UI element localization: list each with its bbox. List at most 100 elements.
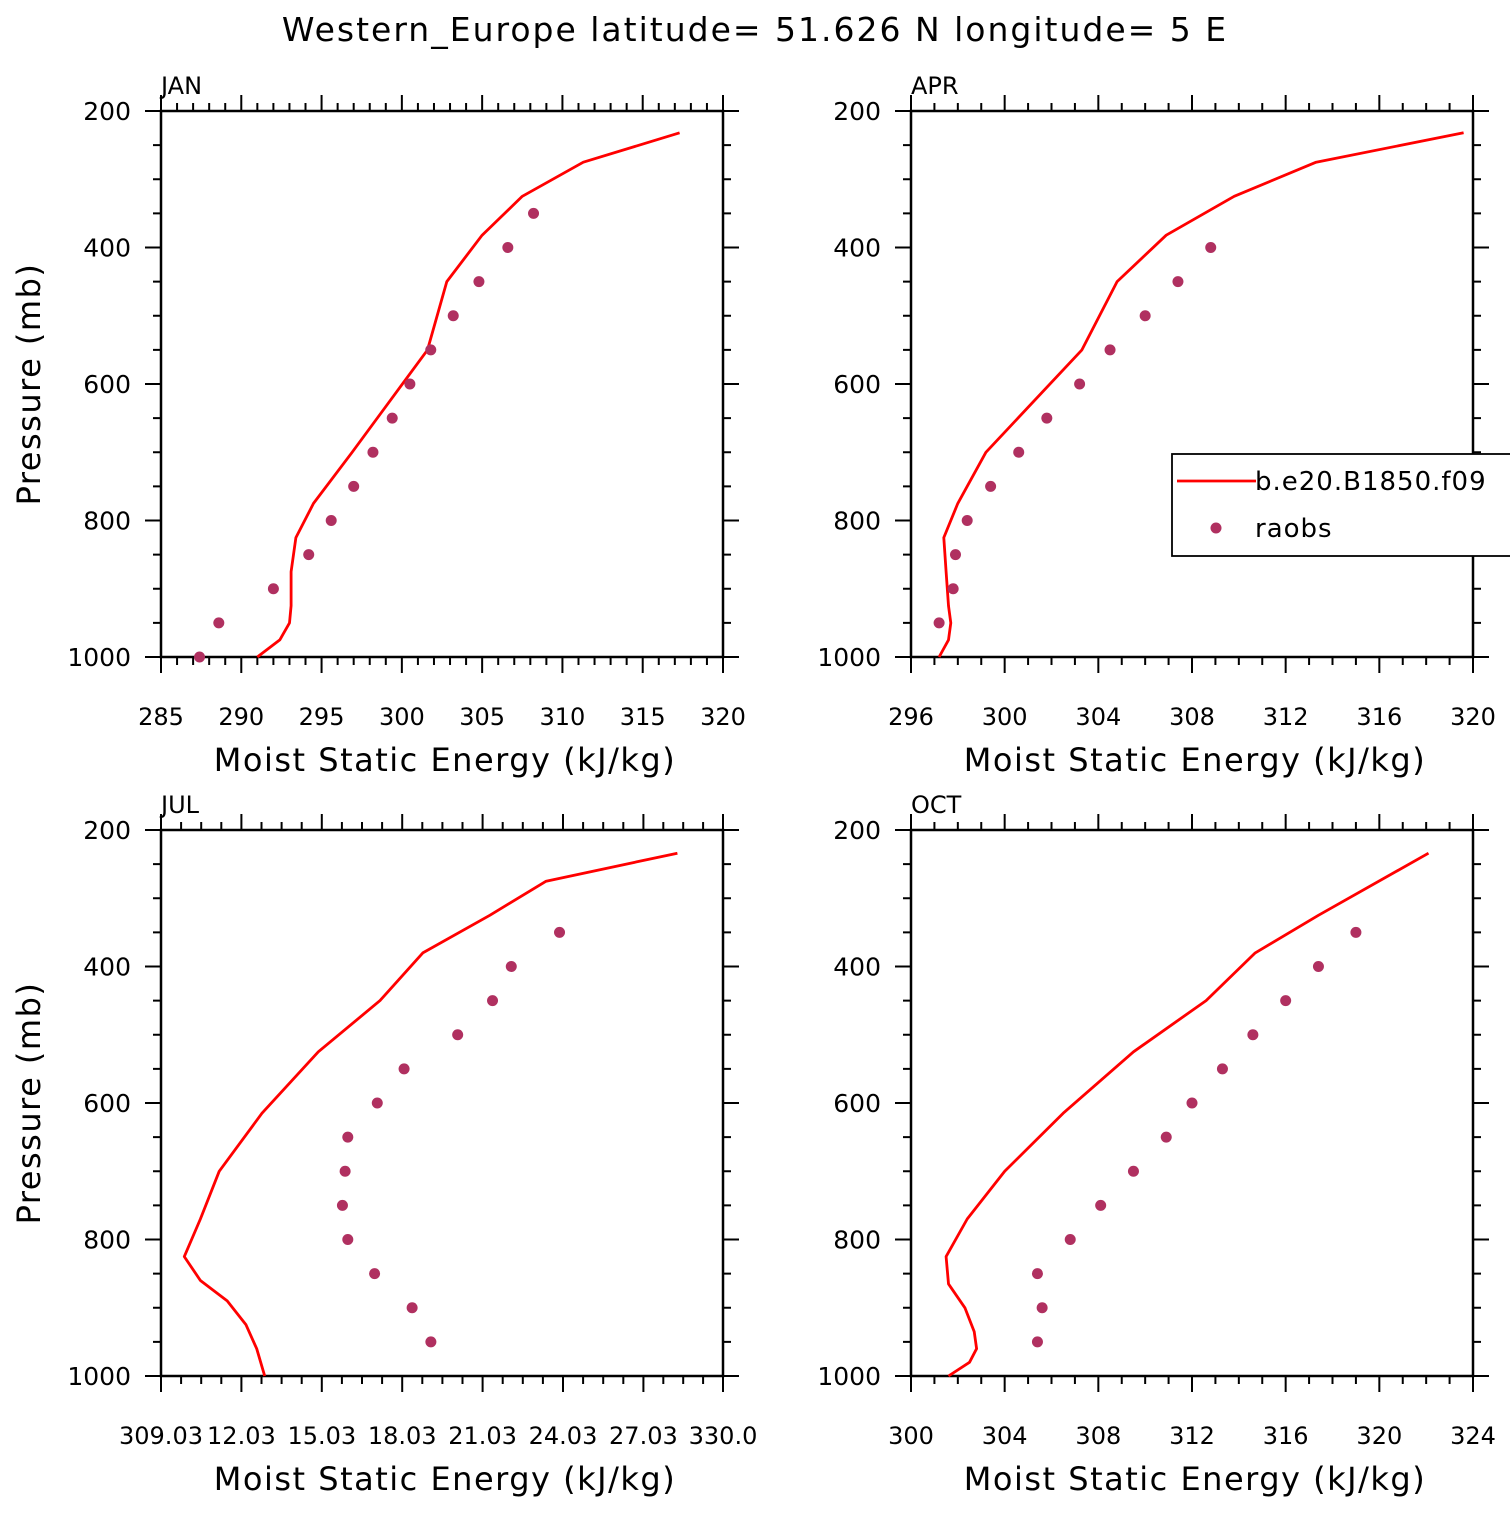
obs-point: [505, 961, 517, 972]
y-tick-label: 600: [833, 370, 881, 399]
obs-point: [1216, 1063, 1228, 1075]
x-tick-label: 330.0: [689, 1422, 758, 1450]
legend-marker-swatch: [1210, 522, 1222, 534]
legend-label-model: b.e20.B1850.f09: [1255, 467, 1487, 497]
model-series-line: [944, 851, 1430, 1378]
y-tick-label: 200: [83, 816, 131, 845]
legend-label-obs: raobs: [1255, 514, 1333, 544]
obs-point: [1031, 1268, 1043, 1280]
obs-point: [425, 344, 437, 356]
panel-title: APR: [911, 72, 959, 100]
x-tick-label: 324: [1450, 1422, 1496, 1450]
panel-title: OCT: [911, 791, 962, 819]
x-tick-label: 312: [1169, 1422, 1215, 1450]
obs-point: [933, 617, 945, 629]
obs-point: [554, 926, 566, 938]
y-tick-label: 1000: [67, 1362, 131, 1391]
x-tick-label: 320: [1450, 703, 1496, 731]
obs-point: [336, 1199, 348, 1211]
x-tick-label: 296: [888, 703, 934, 731]
y-tick-label: 800: [833, 507, 881, 536]
obs-point: [425, 1336, 437, 1348]
x-axis-label: Moist Static Energy (kJ/kg): [964, 1460, 1426, 1498]
y-tick-label: 400: [83, 234, 131, 263]
x-tick-label: 300: [888, 1422, 934, 1450]
x-tick-label: 18.03: [368, 1422, 437, 1450]
obs-point: [1064, 1234, 1076, 1245]
x-axis-label: Moist Static Energy (kJ/kg): [214, 1460, 676, 1498]
obs-point: [985, 480, 997, 492]
y-tick-label: 200: [833, 816, 881, 845]
x-tick-label: 290: [218, 703, 264, 731]
y-tick-label: 1000: [817, 1362, 881, 1391]
x-tick-label: 21.03: [448, 1422, 517, 1450]
x-tick-label: 320: [700, 703, 746, 731]
x-tick-label: 316: [1263, 1422, 1309, 1450]
obs-point: [528, 207, 540, 219]
x-axis-label: Moist Static Energy (kJ/kg): [214, 741, 676, 779]
obs-point: [303, 549, 315, 561]
obs-point: [213, 617, 225, 629]
obs-point: [1095, 1199, 1107, 1211]
obs-point: [1205, 242, 1217, 253]
y-tick-label: 800: [833, 1226, 881, 1255]
obs-point: [947, 583, 959, 595]
obs-point: [1074, 378, 1086, 390]
x-tick-label: 312: [1263, 703, 1309, 731]
obs-point: [1041, 412, 1053, 424]
x-tick-label: 309.03: [119, 1422, 203, 1450]
obs-point: [1160, 1131, 1172, 1143]
plot-frame: [159, 828, 725, 1378]
obs-point: [404, 378, 416, 390]
obs-point: [367, 446, 379, 458]
obs-point: [342, 1131, 354, 1143]
y-tick-label: 600: [833, 1089, 881, 1118]
plot-frame: [909, 109, 1475, 659]
obs-point: [473, 276, 485, 288]
obs-point: [339, 1165, 351, 1177]
x-tick-label: 285: [138, 703, 184, 731]
x-tick-label: 315: [620, 703, 666, 731]
obs-point: [1312, 961, 1324, 972]
obs-point: [267, 583, 279, 595]
x-tick-label: 300: [982, 703, 1028, 731]
figure-title: Western_Europe latitude= 51.626 N longit…: [281, 10, 1229, 49]
obs-point: [949, 549, 961, 561]
obs-point: [1104, 344, 1116, 356]
obs-point: [1172, 276, 1184, 288]
y-tick-label: 800: [83, 1226, 131, 1255]
obs-point: [371, 1097, 383, 1109]
y-axis-label: Pressure (mb): [10, 263, 48, 506]
y-tick-label: 400: [833, 234, 881, 263]
panel-title: JAN: [159, 72, 202, 100]
obs-point: [1247, 1029, 1259, 1041]
y-tick-label: 1000: [817, 643, 881, 672]
y-tick-label: 400: [83, 953, 131, 982]
obs-point: [447, 310, 459, 322]
obs-point: [1280, 995, 1292, 1007]
obs-point: [369, 1268, 381, 1280]
legend: b.e20.B1850.f09 raobs: [1171, 453, 1510, 557]
obs-point: [348, 480, 360, 492]
model-series-line: [256, 131, 681, 659]
x-tick-label: 320: [1356, 1422, 1402, 1450]
obs-point: [398, 1063, 410, 1075]
obs-point: [325, 515, 337, 526]
x-tick-label: 316: [1356, 703, 1402, 731]
obs-point: [1127, 1165, 1139, 1177]
y-tick-label: 600: [83, 370, 131, 399]
x-tick-label: 295: [299, 703, 345, 731]
obs-point: [961, 515, 973, 526]
obs-point: [406, 1302, 418, 1314]
obs-point: [487, 995, 499, 1007]
panel-jul: 309.03 12.03 15.03 18.03 21.03 24.03 27.03 330.…: [10, 791, 757, 1498]
y-tick-label: 600: [83, 1089, 131, 1118]
x-tick-label: 308: [1075, 1422, 1121, 1450]
y-tick-label: 800: [83, 507, 131, 536]
x-axis-label: Moist Static Energy (kJ/kg): [964, 741, 1426, 779]
y-tick-label: 400: [833, 953, 881, 982]
plot-frame: [159, 109, 725, 659]
model-series-line: [182, 851, 678, 1377]
